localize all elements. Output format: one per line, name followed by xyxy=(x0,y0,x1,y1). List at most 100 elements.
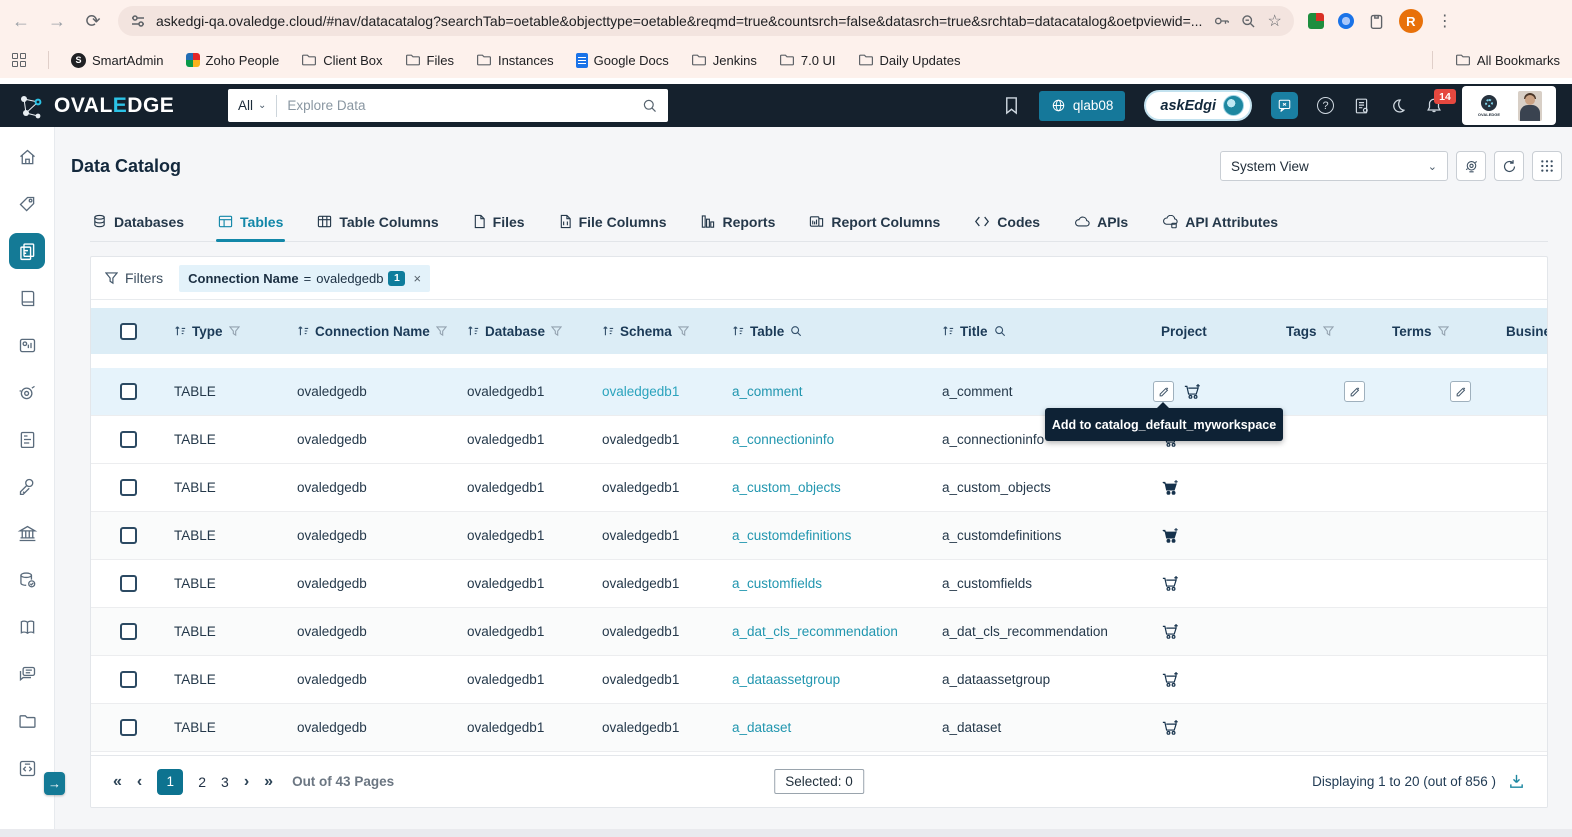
bookmark-zoho-people[interactable]: Zoho People xyxy=(185,53,279,68)
table-link[interactable]: a_dat_cls_recommendation xyxy=(732,624,898,639)
filter-icon[interactable] xyxy=(435,325,447,337)
notifications-button[interactable]: 14 xyxy=(1425,89,1456,115)
page-3-button[interactable]: 3 xyxy=(221,773,229,790)
password-key-icon[interactable] xyxy=(1212,12,1230,30)
sidebar-item-data-catalog[interactable] xyxy=(9,233,45,269)
in-cart-icon[interactable] xyxy=(1161,479,1180,496)
global-search[interactable]: All ⌄ Explore Data xyxy=(228,89,668,122)
tab-api-attributes[interactable]: API Attributes xyxy=(1160,196,1280,241)
search-input[interactable]: Explore Data xyxy=(287,98,366,113)
site-info-icon[interactable] xyxy=(130,13,146,29)
chip-close-icon[interactable]: × xyxy=(413,270,422,286)
search-icon[interactable] xyxy=(642,98,658,114)
browser-menu-icon[interactable]: ⋮ xyxy=(1436,13,1453,30)
browser-profile-avatar[interactable]: R xyxy=(1398,9,1423,33)
browser-forward-icon[interactable]: → xyxy=(48,10,66,31)
bookmark-client-box[interactable]: Client Box xyxy=(301,53,383,68)
filter-chip-connection-name[interactable]: Connection Name = ovaledgedb 1 × xyxy=(179,264,431,292)
row-checkbox[interactable] xyxy=(120,431,137,448)
sort-icon[interactable] xyxy=(297,325,309,337)
user-avatar[interactable] xyxy=(1518,90,1542,121)
bookmark-jenkins[interactable]: Jenkins xyxy=(691,53,757,68)
filter-icon[interactable] xyxy=(677,325,689,337)
askedgi-view-button[interactable] xyxy=(1456,151,1486,181)
table-link[interactable]: a_connectioninfo xyxy=(732,432,835,447)
address-bar[interactable]: askedgi-qa.ovaledge.cloud/#nav/datacatal… xyxy=(118,6,1294,36)
table-link[interactable]: a_customdefinitions xyxy=(732,528,852,543)
table-row[interactable]: TABLE ovaledgedb ovaledgedb1 ovaledgedb1… xyxy=(91,416,1547,464)
tab-files[interactable]: Files xyxy=(471,196,527,241)
bookmark-70ui[interactable]: 7.0 UI xyxy=(779,53,836,68)
table-row[interactable]: TABLE ovaledgedb ovaledgedb1 ovaledgedb1… xyxy=(91,656,1547,704)
extension-adblock-icon[interactable] xyxy=(1307,13,1324,29)
bookmark-daily-updates[interactable]: Daily Updates xyxy=(858,53,960,68)
feedback-chat-button[interactable] xyxy=(1271,92,1298,119)
tab-databases[interactable]: Databases xyxy=(90,196,186,241)
askedgi-button[interactable]: askEdgi xyxy=(1144,90,1252,121)
edit-tags-button[interactable] xyxy=(1344,381,1365,402)
sidebar-item-governance[interactable] xyxy=(9,515,45,551)
sort-icon[interactable] xyxy=(174,325,186,337)
tab-report-columns[interactable]: Report Columns xyxy=(807,196,942,241)
add-to-cart-icon[interactable] xyxy=(1161,671,1180,688)
ovaledge-logo[interactable]: OVALEDGE xyxy=(16,91,228,121)
column-header-schema[interactable]: Schema xyxy=(620,323,672,339)
in-cart-icon[interactable] xyxy=(1161,527,1180,544)
table-row[interactable]: TABLE ovaledgedb ovaledgedb1 ovaledgedb1… xyxy=(91,464,1547,512)
bookmark-files[interactable]: Files xyxy=(405,53,454,68)
browser-back-icon[interactable]: ← xyxy=(12,10,30,31)
current-page-button[interactable]: 1 xyxy=(157,768,184,795)
filter-icon[interactable] xyxy=(1322,325,1334,337)
bookmark-star-icon[interactable]: ☆ xyxy=(1267,13,1282,30)
add-to-cart-icon[interactable] xyxy=(1161,623,1180,640)
row-checkbox[interactable] xyxy=(120,719,137,736)
user-card[interactable]: OVALEDGE xyxy=(1462,86,1556,125)
table-row[interactable]: TABLE ovaledgedb ovaledgedb1 ovaledgedb1… xyxy=(91,368,1547,416)
select-all-checkbox[interactable] xyxy=(120,322,137,340)
watchlist-bookmark-icon[interactable] xyxy=(1003,96,1020,115)
extension-clipboard-icon[interactable] xyxy=(1368,13,1385,30)
environment-button[interactable]: qlab08 xyxy=(1038,90,1126,121)
all-bookmarks[interactable]: All Bookmarks xyxy=(1455,53,1560,68)
nine-dot-menu-button[interactable] xyxy=(1532,151,1562,181)
release-notes-icon[interactable] xyxy=(1353,97,1370,115)
filters-toggle[interactable]: Filters xyxy=(105,270,163,286)
sort-icon[interactable] xyxy=(602,325,614,337)
sidebar-item-data-quality[interactable] xyxy=(9,562,45,598)
column-search-icon[interactable] xyxy=(994,325,1006,337)
row-checkbox[interactable] xyxy=(120,479,137,496)
last-page-button[interactable]: » xyxy=(264,772,274,790)
url-text[interactable]: askedgi-qa.ovaledge.cloud/#nav/datacatal… xyxy=(156,13,1203,29)
row-checkbox[interactable] xyxy=(120,623,137,640)
download-icon[interactable] xyxy=(1508,773,1525,790)
column-header-connection[interactable]: Connection Name xyxy=(315,323,430,339)
next-page-button[interactable]: › xyxy=(243,772,250,790)
table-link[interactable]: a_comment xyxy=(732,384,803,399)
zoom-icon[interactable] xyxy=(1240,13,1257,30)
extension-settings-icon[interactable] xyxy=(1337,13,1354,29)
column-header-database[interactable]: Database xyxy=(485,323,546,339)
sidebar-item-business-glossary[interactable] xyxy=(9,280,45,316)
table-row[interactable]: TABLE ovaledgedb ovaledgedb1 ovaledgedb1… xyxy=(91,704,1547,752)
refresh-button[interactable] xyxy=(1494,151,1524,181)
table-link[interactable]: a_dataassetgroup xyxy=(732,672,841,687)
add-to-cart-icon[interactable] xyxy=(1161,575,1180,592)
sidebar-item-home[interactable] xyxy=(9,139,45,175)
help-icon[interactable]: ? xyxy=(1317,97,1334,114)
tab-apis[interactable]: APIs xyxy=(1072,196,1130,241)
column-header-terms[interactable]: Terms xyxy=(1392,323,1432,339)
column-search-icon[interactable] xyxy=(790,325,802,337)
column-header-title[interactable]: Title xyxy=(960,323,988,339)
search-scope-dropdown[interactable]: All ⌄ xyxy=(238,98,267,113)
sidebar-item-files[interactable] xyxy=(9,703,45,739)
sidebar-item-tags[interactable] xyxy=(9,186,45,222)
column-header-tags[interactable]: Tags xyxy=(1286,323,1317,339)
tab-table-columns[interactable]: Table Columns xyxy=(315,196,440,241)
schema-link[interactable]: ovaledgedb1 xyxy=(602,384,680,399)
apps-grid-icon[interactable] xyxy=(12,53,26,67)
table-link[interactable]: a_customfields xyxy=(732,576,823,591)
table-row[interactable]: TABLE ovaledgedb ovaledgedb1 ovaledgedb1… xyxy=(91,560,1547,608)
edit-project-button[interactable] xyxy=(1153,381,1174,402)
bookmark-google-docs[interactable]: Google Docs xyxy=(575,52,669,68)
column-header-business-description[interactable]: Business Description xyxy=(1506,323,1547,339)
